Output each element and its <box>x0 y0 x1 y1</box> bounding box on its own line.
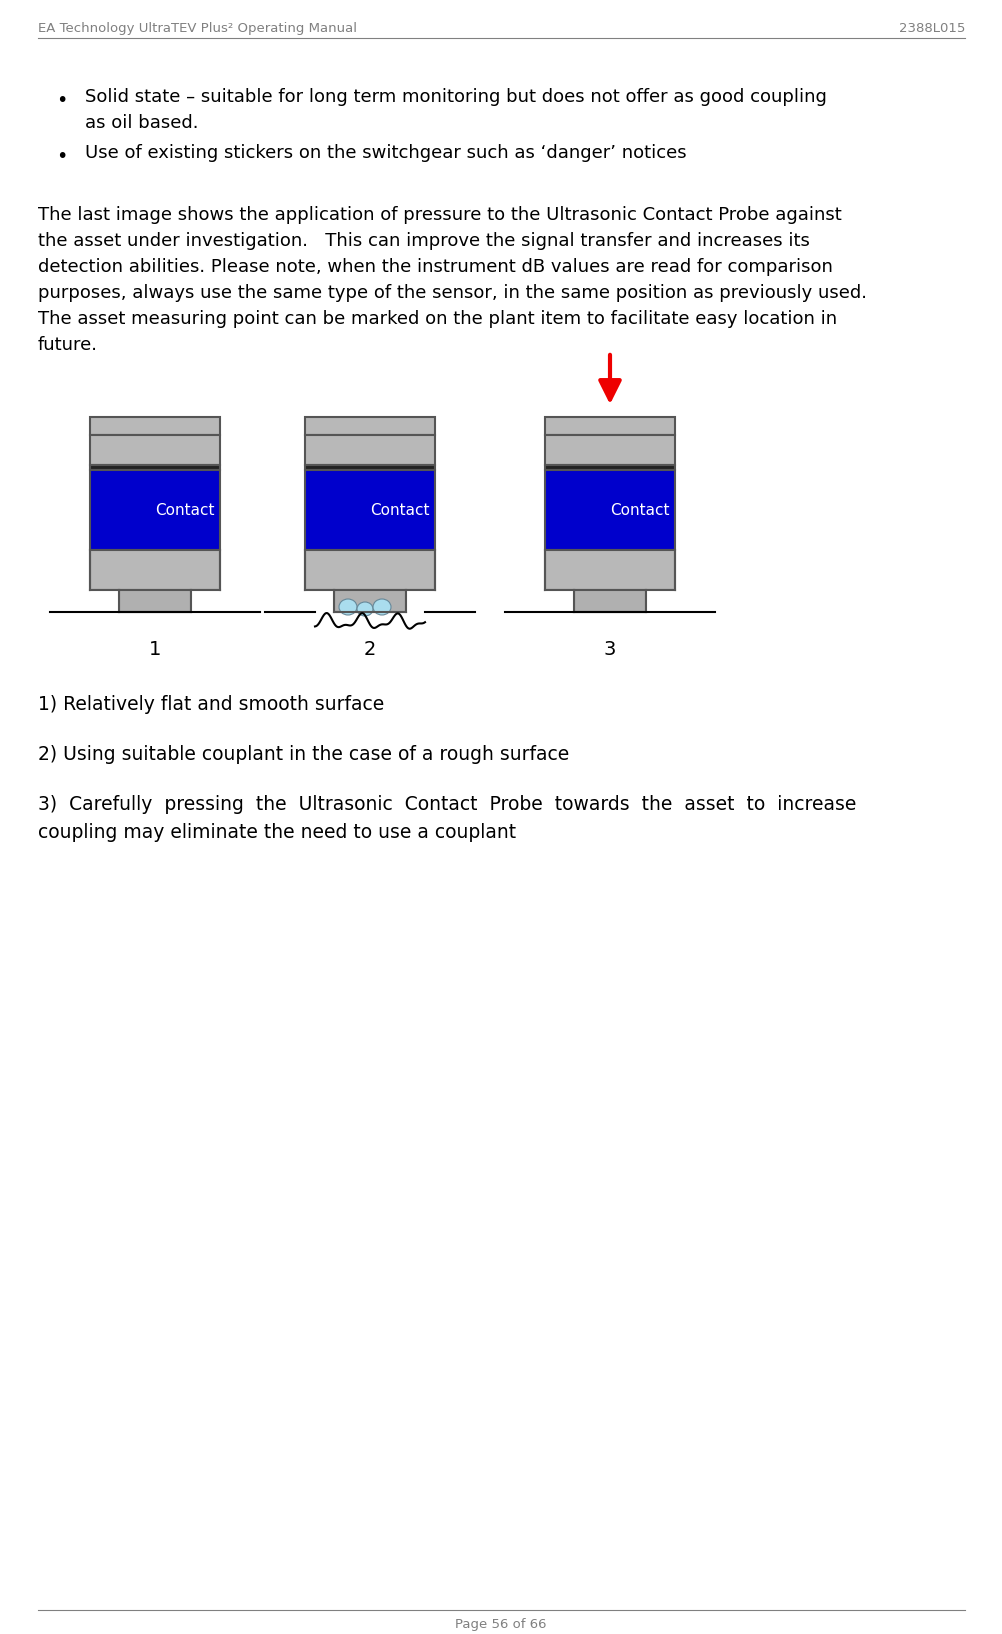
Text: 2: 2 <box>364 641 376 659</box>
Text: Contact: Contact <box>609 503 668 518</box>
Bar <box>90 435 219 466</box>
Bar <box>645 590 674 613</box>
Text: future.: future. <box>38 337 98 355</box>
Bar <box>90 466 219 471</box>
Bar <box>544 551 674 590</box>
Ellipse shape <box>339 600 357 614</box>
Bar <box>305 435 435 466</box>
Text: •: • <box>56 92 67 109</box>
Text: Contact: Contact <box>370 503 429 518</box>
Bar <box>406 590 435 613</box>
Bar <box>305 590 334 613</box>
Text: as oil based.: as oil based. <box>85 114 198 132</box>
Text: purposes, always use the same type of the sensor, in the same position as previo: purposes, always use the same type of th… <box>38 284 866 302</box>
Text: detection abilities. Please note, when the instrument dB values are read for com: detection abilities. Please note, when t… <box>38 258 832 276</box>
Text: The asset measuring point can be marked on the plant item to facilitate easy loc: The asset measuring point can be marked … <box>38 310 837 328</box>
Text: 2) Using suitable couplant in the case of a rough surface: 2) Using suitable couplant in the case o… <box>38 745 569 765</box>
Bar <box>90 590 119 613</box>
Text: Solid state – suitable for long term monitoring but does not offer as good coupl: Solid state – suitable for long term mon… <box>85 88 826 106</box>
Bar <box>90 551 219 590</box>
Text: the asset under investigation.   This can improve the signal transfer and increa: the asset under investigation. This can … <box>38 232 809 250</box>
Bar <box>305 551 435 590</box>
Text: 1) Relatively flat and smooth surface: 1) Relatively flat and smooth surface <box>38 694 384 714</box>
Text: 3)  Carefully  pressing  the  Ultrasonic  Contact  Probe  towards  the  asset  t: 3) Carefully pressing the Ultrasonic Con… <box>38 796 856 814</box>
Text: 3: 3 <box>603 641 615 659</box>
Ellipse shape <box>373 600 391 614</box>
Text: 2388L015: 2388L015 <box>898 21 964 34</box>
Text: EA Technology UltraTEV Plus² Operating Manual: EA Technology UltraTEV Plus² Operating M… <box>38 21 357 34</box>
Bar <box>334 590 406 613</box>
Bar <box>90 417 219 435</box>
Bar <box>544 417 674 435</box>
Bar <box>90 471 219 551</box>
Bar <box>544 466 674 471</box>
Text: 1: 1 <box>148 641 161 659</box>
Bar <box>119 590 190 613</box>
Bar <box>190 590 219 613</box>
Ellipse shape <box>357 601 373 616</box>
Bar <box>574 590 645 613</box>
Text: coupling may eliminate the need to use a couplant: coupling may eliminate the need to use a… <box>38 824 516 842</box>
Text: The last image shows the application of pressure to the Ultrasonic Contact Probe: The last image shows the application of … <box>38 206 841 224</box>
Text: Use of existing stickers on the switchgear such as ‘danger’ notices: Use of existing stickers on the switchge… <box>85 144 686 162</box>
Bar <box>544 435 674 466</box>
Bar <box>305 471 435 551</box>
Bar <box>544 590 574 613</box>
Text: •: • <box>56 147 67 167</box>
Text: Contact: Contact <box>155 503 214 518</box>
Bar <box>305 417 435 435</box>
Text: Page 56 of 66: Page 56 of 66 <box>455 1618 546 1631</box>
Bar <box>305 466 435 471</box>
Bar <box>544 471 674 551</box>
